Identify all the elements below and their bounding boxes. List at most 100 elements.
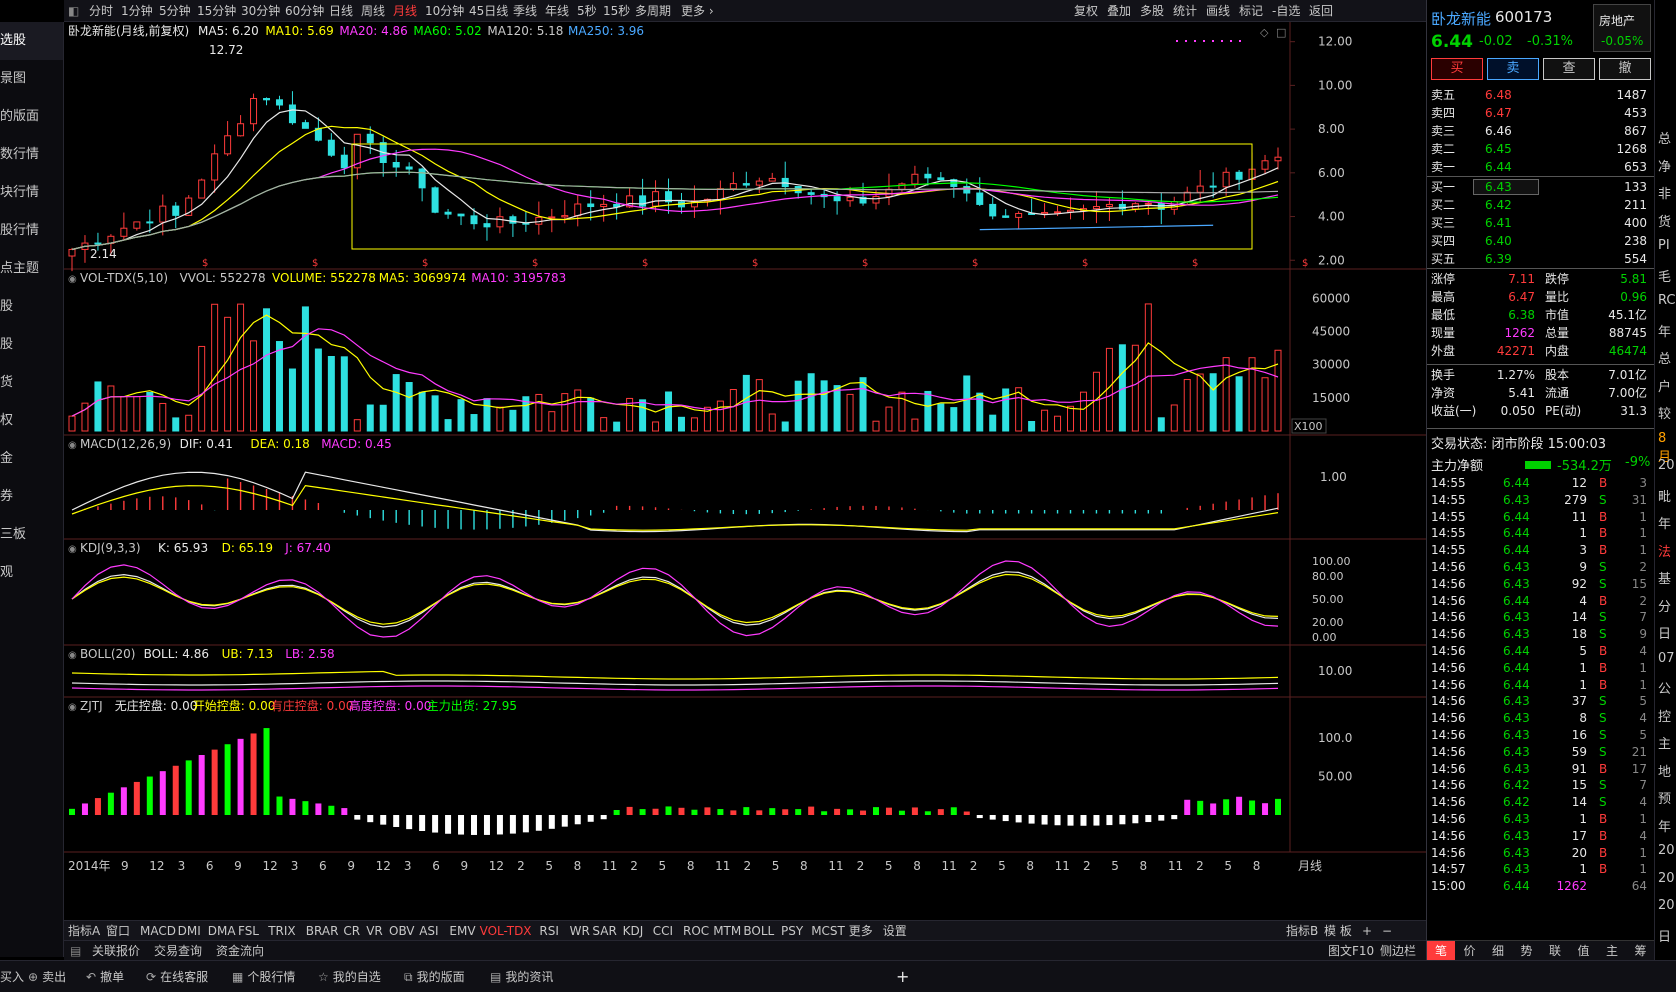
indicator-right-0[interactable]: 指标B [1286, 924, 1319, 938]
tick-row-20[interactable]: 14:56 6.43 1 B 1 [1427, 811, 1654, 828]
period-14[interactable]: 15秒 [603, 4, 631, 18]
period-7[interactable]: 周线 [361, 4, 386, 18]
indicator-tab-7[interactable]: CR [343, 924, 361, 938]
indicator-tab-21[interactable]: PSY [781, 924, 804, 938]
indicator-right-1[interactable]: 模 板 [1324, 924, 1352, 938]
status-item-2[interactable]: ↶ 撤单 [86, 961, 124, 992]
nav-item-14[interactable]: 观 [0, 565, 14, 580]
tick-row-15[interactable]: 14:56 6.43 16 S 5 [1427, 727, 1654, 744]
tick-row-1[interactable]: 14:55 6.43 279 S 31 [1427, 492, 1654, 509]
panel-tab-5[interactable]: 值 [1577, 944, 1590, 958]
period-2[interactable]: 5分钟 [159, 4, 191, 18]
nav-item-5[interactable]: 股行情 [0, 223, 40, 238]
period-15[interactable]: 多周期 [635, 4, 672, 18]
nav-item-6[interactable]: 点主题 [0, 261, 40, 276]
period-0[interactable]: 分时 [89, 4, 114, 18]
toolbar-right-1[interactable]: 叠加 [1107, 4, 1132, 18]
stock-name[interactable]: 卧龙新能 [1431, 10, 1492, 28]
trade-button-3[interactable]: 撤 [1599, 58, 1651, 80]
tick-row-24[interactable]: 15:00 6.44 1262 64 [1427, 878, 1654, 895]
indicator-tab-12[interactable]: VOL-TDX [479, 924, 532, 938]
panel-tab-7[interactable]: 筹 [1634, 944, 1647, 958]
nav-item-9[interactable]: 货 [0, 375, 14, 390]
indicator-tab-4[interactable]: FSL [238, 924, 259, 938]
period-13[interactable]: 5秒 [577, 4, 597, 18]
bid-row-2[interactable]: 买三 6.41 400 [1427, 214, 1654, 232]
sub-right-1[interactable]: 侧边栏 [1380, 944, 1417, 958]
ask-row-2[interactable]: 卖三 6.46 867 [1427, 122, 1654, 140]
ask-row-0[interactable]: 卖五 6.48 1487 [1427, 86, 1654, 104]
nav-item-12[interactable]: 券 [0, 489, 14, 504]
indicator-tab-9[interactable]: OBV [389, 924, 415, 938]
panel-tab-3[interactable]: 势 [1520, 944, 1533, 958]
tick-row-10[interactable]: 14:56 6.44 5 B 4 [1427, 643, 1654, 660]
tick-row-2[interactable]: 14:55 6.44 11 B 1 [1427, 509, 1654, 526]
nav-item-1[interactable]: 景图 [0, 71, 27, 86]
tick-row-9[interactable]: 14:56 6.43 18 S 9 [1427, 626, 1654, 643]
indicator-tab-2[interactable]: DMI [177, 924, 201, 938]
status-item-5[interactable]: ☆ 我的自选 [318, 961, 381, 992]
ask-row-1[interactable]: 卖四 6.47 453 [1427, 104, 1654, 122]
indicator-tab-8[interactable]: VR [366, 924, 383, 938]
period-5[interactable]: 60分钟 [285, 4, 325, 18]
bid-row-0[interactable]: 买一 6.43 133 [1427, 178, 1654, 196]
indicator-tab-11[interactable]: EMV [449, 924, 476, 938]
toolbar-right-6[interactable]: -自选 [1272, 4, 1301, 18]
indicator-tab-22[interactable]: MCST [811, 924, 845, 938]
status-item-4[interactable]: ▦ 个股行情 [232, 961, 295, 992]
collapse-icon[interactable]: ◧ [68, 4, 80, 18]
indicator-tab-20[interactable]: BOLL [743, 924, 775, 938]
indicator-tab-24[interactable]: 设置 [882, 924, 907, 938]
toolbar-right-0[interactable]: 复权 [1074, 4, 1099, 18]
status-item-1[interactable]: ⊕ 卖出 [28, 961, 66, 992]
nav-item-13[interactable]: 三板 [0, 527, 27, 542]
nav-item-3[interactable]: 数行情 [0, 147, 40, 162]
bid-row-3[interactable]: 买四 6.40 238 [1427, 232, 1654, 250]
period-9[interactable]: 10分钟 [425, 4, 465, 18]
sub-tab-2[interactable]: 资金流向 [216, 944, 265, 958]
indicator-tab-19[interactable]: MTM [713, 924, 742, 938]
status-item-0[interactable]: 买入 [0, 961, 24, 992]
toolbar-right-7[interactable]: 返回 [1309, 4, 1334, 18]
nav-item-11[interactable]: 金 [0, 451, 14, 466]
indicator-tab-16[interactable]: KDJ [622, 924, 644, 938]
indicator-tab-15[interactable]: SAR [592, 924, 617, 938]
period-11[interactable]: 季线 [513, 4, 538, 18]
status-item-6[interactable]: ⧉ 我的版面 [404, 961, 465, 992]
indicator-tab-23[interactable]: 更多 [848, 924, 873, 938]
period-1[interactable]: 1分钟 [121, 4, 153, 18]
nav-item-10[interactable]: 权 [0, 413, 14, 428]
indicator-tab-13[interactable]: RSI [539, 924, 559, 938]
indicator-tab-0[interactable]: 窗口 [106, 924, 131, 938]
tick-row-21[interactable]: 14:56 6.43 17 B 4 [1427, 828, 1654, 845]
panel-tab-6[interactable]: 主 [1605, 944, 1618, 958]
bid-row-1[interactable]: 买二 6.42 211 [1427, 196, 1654, 214]
status-item-8[interactable]: + [896, 961, 909, 992]
trade-button-1[interactable]: 卖 [1487, 58, 1539, 80]
toolbar-right-2[interactable]: 多股 [1140, 4, 1165, 18]
tick-row-11[interactable]: 14:56 6.44 1 B 1 [1427, 660, 1654, 677]
tick-row-23[interactable]: 14:57 6.43 1 B 1 [1427, 861, 1654, 878]
nav-item-7[interactable]: 股 [0, 299, 14, 314]
toolbar-right-4[interactable]: 画线 [1206, 4, 1231, 18]
ask-row-3[interactable]: 卖二 6.45 1268 [1427, 140, 1654, 158]
period-6[interactable]: 日线 [329, 4, 354, 18]
panel-tab-1[interactable]: 价 [1463, 944, 1476, 958]
sector-box[interactable] [1593, 4, 1651, 52]
tick-row-17[interactable]: 14:56 6.43 91 B 17 [1427, 761, 1654, 778]
tick-row-18[interactable]: 14:56 6.42 15 S 7 [1427, 777, 1654, 794]
period-12[interactable]: 年线 [545, 4, 570, 18]
tick-row-5[interactable]: 14:56 6.43 9 S 2 [1427, 559, 1654, 576]
ask-row-4[interactable]: 卖一 6.44 653 [1427, 158, 1654, 176]
tick-row-3[interactable]: 14:55 6.44 1 B 1 [1427, 525, 1654, 542]
indicator-tab-1[interactable]: MACD [140, 924, 176, 938]
tick-row-8[interactable]: 14:56 6.43 14 S 7 [1427, 609, 1654, 626]
indicator-a[interactable]: 指标A [68, 924, 101, 938]
sub-toggle-icon[interactable]: ▤ [70, 944, 82, 958]
chart-close-icon[interactable]: □ [1276, 26, 1286, 39]
panel-tab-4[interactable]: 联 [1548, 944, 1561, 958]
trade-button-0[interactable]: 买 [1431, 58, 1483, 80]
panel-tab-0[interactable]: 笔 [1427, 941, 1455, 960]
tick-row-16[interactable]: 14:56 6.43 59 S 21 [1427, 744, 1654, 761]
chart-option-icon[interactable]: ◇ [1260, 26, 1269, 39]
